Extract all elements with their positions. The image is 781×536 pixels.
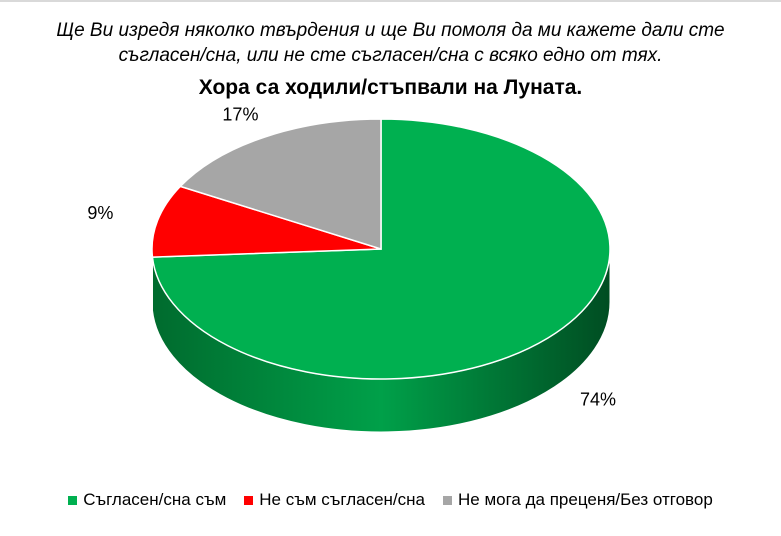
pie-slice-no-answer [178,118,382,251]
chart-title: Хора са ходили/стъпвали на Луната. [198,76,583,99]
legend-label-agree: Съгласен/сна съм [83,490,227,509]
top-border [0,0,781,2]
legend-swatch-disagree [244,495,254,505]
pie-slice-disagree [151,185,382,258]
legend-swatch-agree [68,495,78,505]
question-line-1: Ще Ви изредя няколко твърдения и ще Ви п… [56,20,725,41]
pie-data-labels: 74% 9% 17% [87,104,616,409]
legend-label-no-answer: Не мога да преценя/Без отговор [458,490,713,509]
legend-swatch-no-answer [443,495,452,505]
legend-item-no-answer: Не мога да преценя/Без отговор [443,490,713,510]
legend-item-disagree: Не съм съгласен/сна [244,490,425,510]
survey-question: Ще Ви изредя няколко твърдения и ще Ви п… [0,18,781,68]
pie-slices [151,118,611,380]
question-line-2: съгласен/сна, или не сте съгласен/сна с … [118,45,663,66]
legend-label-disagree: Не съм съгласен/сна [259,490,425,509]
data-label-no-answer: 17% [222,104,258,124]
legend: Съгласен/сна съм Не съм съгласен/сна Не … [0,490,781,510]
data-label-agree: 74% [580,389,616,409]
legend-item-agree: Съгласен/сна съм [68,490,226,510]
pie-chart: 74% 9% 17% [87,104,616,433]
data-label-disagree: 9% [87,203,113,223]
